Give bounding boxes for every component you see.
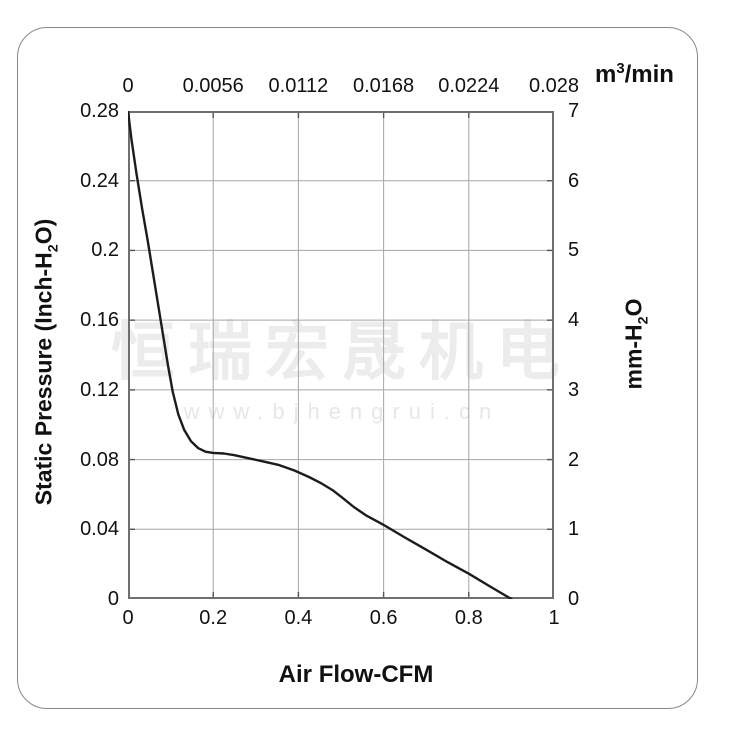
y-axis-left-title-subscript: 2	[45, 244, 62, 253]
y-axis-right-title-subscript: 2	[635, 316, 652, 325]
watermark-chinese-text: 恒瑞宏晟机电	[111, 316, 573, 388]
watermark-url-text: www.bjhengrui.cn	[183, 399, 501, 424]
x-axis-top-unit-text-end: /min	[624, 61, 674, 88]
y-axis-left-title-text: Static Pressure (Inch-H	[30, 252, 57, 506]
x-axis-top-unit: m3/min	[595, 61, 674, 89]
y-axis-left-title-text-end: O)	[30, 218, 57, 245]
y-axis-left-title: Static Pressure (Inch-H2O)	[31, 219, 62, 506]
y-axis-right-title-text-end: O	[620, 298, 647, 317]
x-axis-top-unit-superscript: 3	[616, 61, 625, 77]
y-axis-right-title-text: mm-H	[620, 324, 647, 390]
pq-curve-plot-area	[128, 111, 554, 599]
y-axis-right-title: mm-H2O	[621, 299, 652, 390]
x-axis-bottom-title: Air Flow-CFM	[278, 661, 434, 688]
x-axis-top-unit-text: m	[595, 61, 617, 88]
pq-curve	[128, 111, 513, 599]
